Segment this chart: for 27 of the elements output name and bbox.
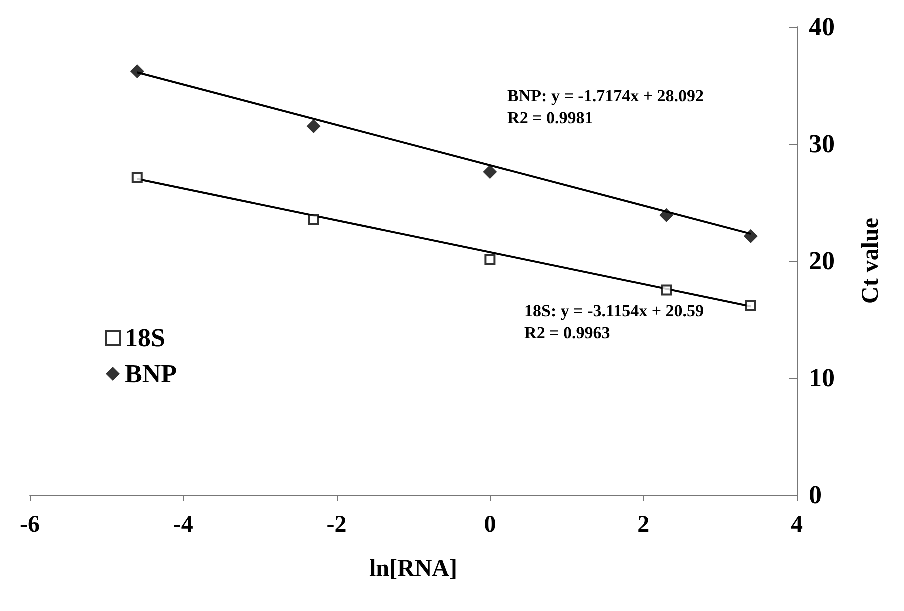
legend-label: 18S [125,324,166,352]
point [661,284,672,296]
point [132,172,143,184]
x-axis-title: ln[RNA] [370,556,458,582]
annotation: BNP: y = -1.7174x + 28.092 R2 = 0.9981 [508,86,704,128]
y-axis-title: Ct value [858,218,884,304]
point [308,214,320,226]
point [745,300,756,311]
x-tick-label: 0 [484,512,496,538]
x-tick-label: -6 [20,512,40,538]
y-tick-label: 40 [809,12,835,42]
x-tick-label: 4 [791,512,803,538]
x-tick-label: 2 [638,512,650,538]
x-tick-label: -2 [326,512,347,538]
point [483,165,498,180]
y-tick-label: 10 [809,364,835,392]
point [306,119,321,134]
y-tick-label: 20 [809,246,835,276]
annotation: 18S: y = -3.1154x + 20.59 R2 = 0.9963 [524,302,704,342]
point [484,254,496,266]
legend-label: BNP [125,360,178,388]
y-tick-label: 0 [809,480,822,510]
x-tick-label: -4 [173,512,194,538]
point [660,208,674,222]
point [130,64,144,78]
point [744,229,758,244]
y-tick-label: 30 [809,130,835,158]
